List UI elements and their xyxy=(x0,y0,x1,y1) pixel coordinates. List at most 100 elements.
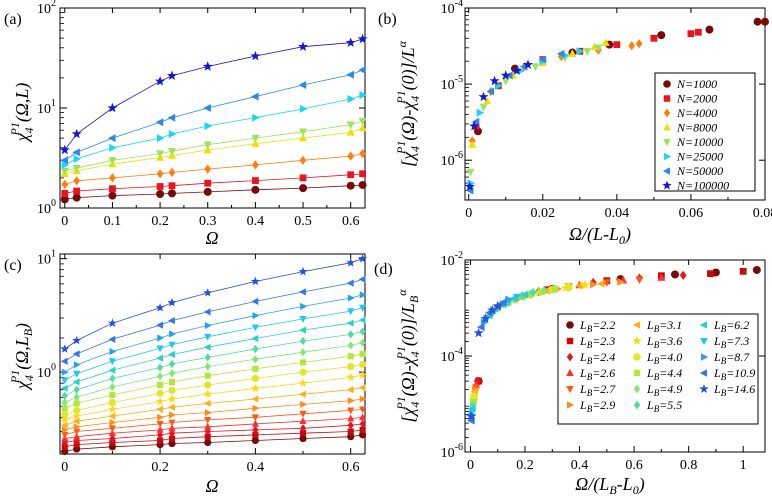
data-point xyxy=(483,96,492,105)
data-point xyxy=(72,165,81,173)
data-point xyxy=(168,439,176,448)
series-LB=14.6 xyxy=(60,254,368,353)
data-point xyxy=(168,359,176,369)
data-point xyxy=(203,343,211,351)
panel-3-plot: 0 0.2 0.4 0.6 100 101 xyxy=(37,249,368,475)
data-point xyxy=(469,121,480,131)
series-line xyxy=(64,374,363,421)
data-point xyxy=(517,66,525,75)
data-point xyxy=(347,294,355,302)
data-point xyxy=(157,372,164,381)
data-point xyxy=(540,286,548,296)
data-point xyxy=(168,350,175,359)
data-point xyxy=(157,413,164,421)
data-point xyxy=(359,350,366,357)
data-point xyxy=(347,428,354,435)
data-point xyxy=(346,372,356,382)
data-point xyxy=(300,336,307,346)
x-tick-label: 0.4 xyxy=(247,460,265,475)
legend-marker xyxy=(633,400,641,410)
data-point xyxy=(108,191,117,200)
data-point xyxy=(347,397,355,405)
data-point xyxy=(72,350,80,358)
legend-marker xyxy=(632,336,642,345)
data-point xyxy=(299,104,308,113)
data-point xyxy=(109,374,116,383)
data-point xyxy=(71,128,82,139)
series-line xyxy=(64,364,363,416)
y-tick-label: 10-6 xyxy=(441,150,463,169)
series-line xyxy=(64,127,363,175)
data-point xyxy=(73,441,80,448)
series-line xyxy=(64,94,363,166)
data-point xyxy=(347,353,354,360)
data-point xyxy=(203,399,211,407)
data-point xyxy=(346,258,356,267)
data-point xyxy=(346,319,354,327)
data-point xyxy=(109,185,116,193)
data-point xyxy=(358,254,368,263)
data-point xyxy=(501,77,510,86)
data-point xyxy=(204,417,212,424)
data-point xyxy=(251,395,259,403)
data-point xyxy=(252,344,259,354)
data-point xyxy=(635,276,644,284)
data-point xyxy=(300,302,307,310)
data-point xyxy=(204,179,212,187)
data-point xyxy=(299,184,308,193)
legend-label: LB=2.4 xyxy=(579,350,615,366)
data-point xyxy=(358,123,367,132)
data-point xyxy=(156,169,164,179)
data-point xyxy=(478,91,489,102)
panel-b-xlabel: Ω/(L-L0) xyxy=(569,224,631,247)
data-point xyxy=(167,113,176,122)
legend-marker xyxy=(633,353,641,361)
series-line xyxy=(64,278,363,362)
data-point xyxy=(60,357,68,365)
data-point xyxy=(204,122,213,130)
data-point xyxy=(73,154,82,163)
series-LB=3.1 xyxy=(60,384,366,429)
data-point xyxy=(168,341,176,349)
data-point xyxy=(108,429,116,436)
legend-label: N=25000 xyxy=(676,150,723,164)
data-point xyxy=(602,279,611,287)
data-point xyxy=(60,195,69,204)
series-LB=2.4 xyxy=(61,419,366,447)
data-point xyxy=(155,76,165,86)
data-point xyxy=(107,102,118,113)
data-point xyxy=(108,412,116,420)
data-point xyxy=(109,173,116,183)
series-N=2000 xyxy=(61,170,367,197)
data-point xyxy=(168,429,176,438)
data-point xyxy=(204,164,212,174)
data-point xyxy=(156,190,165,199)
series-line xyxy=(64,331,363,397)
legend-marker xyxy=(566,368,574,376)
data-point xyxy=(168,369,176,378)
panel-label-c: (c) xyxy=(4,257,22,274)
legend-label: N=50000 xyxy=(676,164,723,178)
data-point xyxy=(711,268,720,277)
data-point xyxy=(671,270,679,279)
data-point xyxy=(347,151,355,161)
data-point xyxy=(464,181,475,191)
data-point xyxy=(358,384,366,392)
data-point xyxy=(168,403,175,411)
legend-label: N=100000 xyxy=(676,179,729,193)
legend-marker xyxy=(566,321,574,329)
data-point xyxy=(156,134,165,143)
data-point xyxy=(155,303,165,312)
series-LB=6.2 xyxy=(60,316,366,392)
data-point xyxy=(299,128,307,137)
data-point xyxy=(466,168,475,177)
data-point xyxy=(694,28,702,36)
data-point xyxy=(551,285,559,293)
data-point xyxy=(359,304,367,312)
x-tick-label: 0.6 xyxy=(342,214,360,229)
series-line xyxy=(64,416,363,439)
data-point xyxy=(108,318,117,327)
series-line xyxy=(64,69,363,161)
series-line xyxy=(64,353,363,409)
